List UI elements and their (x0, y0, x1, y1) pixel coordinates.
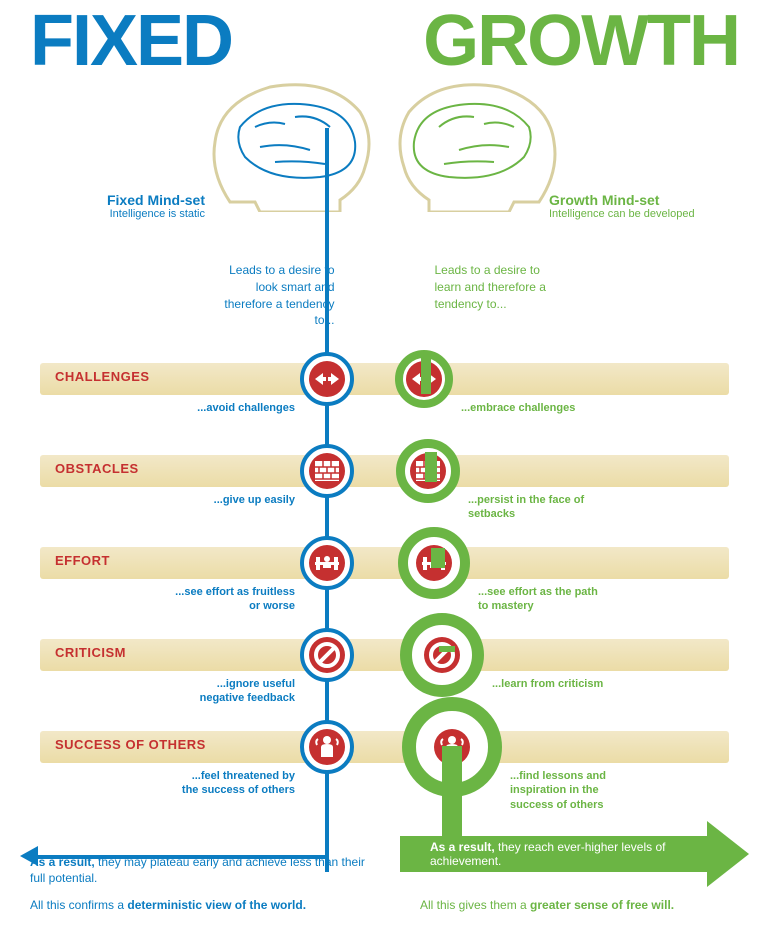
fixed-result-prefix: As a result, (30, 855, 98, 869)
fixed-line2-a: All this confirms a (30, 898, 127, 912)
fixed-text: ...avoid challenges (175, 401, 295, 415)
desire-growth: Leads to a desire to learn and therefore… (435, 262, 555, 329)
row-label: CHALLENGES (55, 369, 150, 384)
no-symbol-icon (400, 613, 484, 697)
brain-head-growth (389, 72, 569, 212)
brain-head-fixed (200, 72, 380, 212)
growth-spine-segment (431, 548, 445, 568)
fixed-text: ...feel threatened by the success of oth… (175, 769, 295, 798)
fixed-line2-b: deterministic view of the world. (127, 898, 306, 912)
growth-text: ...see effort as the path to mastery (478, 585, 598, 614)
growth-mindset-title: Growth Mind-set (549, 192, 659, 208)
comparison-rows: CHALLENGES ...avoid challenges ...embrace … (0, 349, 769, 809)
desire-fixed: Leads to a desire to look smart and ther… (215, 262, 335, 329)
fixed-text: ...give up easily (175, 493, 295, 507)
title-fixed: FIXED (30, 0, 232, 82)
row-label: SUCCESS OF OTHERS (55, 737, 206, 752)
trophy-person-icon (300, 720, 354, 774)
fixed-text: ...ignore useful negative feedback (175, 677, 295, 706)
growth-mindset-sub: Intelligence can be developed (549, 208, 719, 220)
row-obstacles: OBSTACLES ...give up easily ...persist in … (0, 441, 769, 533)
growth-mindset-label: Growth Mind-set Intelligence can be deve… (549, 192, 719, 220)
barbell-icon (300, 536, 354, 590)
growth-text: ...learn from criticism (492, 677, 612, 691)
heads-row: Fixed Mind-set Intelligence is static Gr… (0, 82, 769, 232)
growth-text: ...find lessons and inspiration in the s… (510, 769, 630, 812)
fixed-mindset-sub: Intelligence is static (55, 208, 205, 220)
arrows-opposing-icon (300, 352, 354, 406)
row-challenges: CHALLENGES ...avoid challenges ...embrace … (0, 349, 769, 441)
row-bar (40, 455, 729, 487)
row-label: EFFORT (55, 553, 110, 568)
row-criticism: CRITICISM ...ignore useful negative feedb… (0, 625, 769, 717)
row-effort: EFFORT ...see effort as fruitless or wors… (0, 533, 769, 625)
row-label: OBSTACLES (55, 461, 139, 476)
fixed-mindset-title: Fixed Mind-set (107, 192, 205, 208)
fixed-mindset-label: Fixed Mind-set Intelligence is static (55, 192, 205, 220)
row-bar (40, 639, 729, 671)
growth-spine-segment (421, 357, 432, 394)
growth-spine-segment (442, 746, 462, 844)
brick-wall-icon (300, 444, 354, 498)
row-bar (40, 547, 729, 579)
no-symbol-icon (300, 628, 354, 682)
fixed-text: ...see effort as fruitless or worse (175, 585, 295, 614)
title-growth: GROWTH (423, 0, 739, 82)
growth-text: ...embrace challenges (461, 401, 581, 415)
growth-spine-segment (425, 452, 437, 482)
row-label: CRITICISM (55, 645, 126, 660)
growth-text: ...persist in the face of setbacks (468, 493, 588, 522)
growth-result-prefix: As a result, (430, 840, 498, 854)
row-success: SUCCESS OF OTHERS ...feel threatened by t… (0, 717, 769, 809)
growth-spine-segment (439, 646, 456, 652)
fixed-footer: As a result, they may plateau early and … (30, 854, 370, 924)
